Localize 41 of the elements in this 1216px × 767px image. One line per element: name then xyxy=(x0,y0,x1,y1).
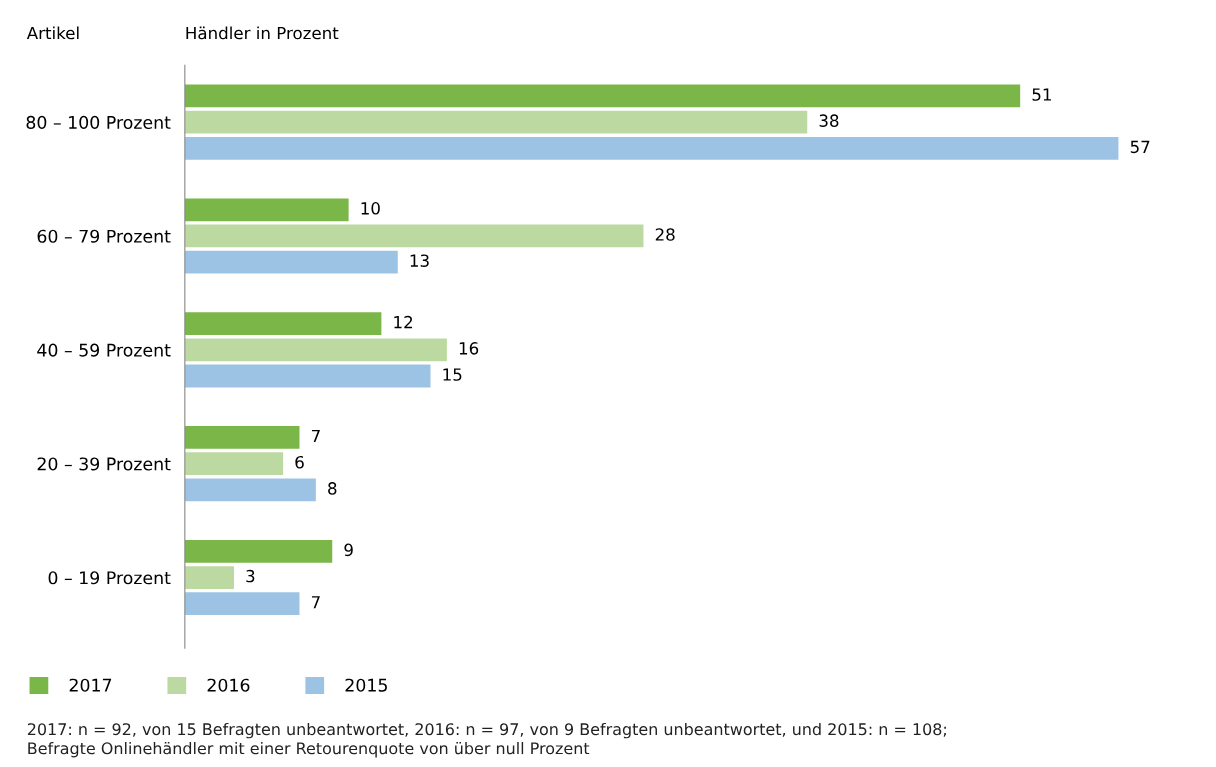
bar xyxy=(184,250,398,274)
bar xyxy=(184,110,808,134)
data-label: 57 xyxy=(1130,140,1150,154)
bar xyxy=(184,84,1021,108)
bar xyxy=(184,539,333,563)
data-label: 10 xyxy=(361,202,380,215)
bar xyxy=(184,364,431,388)
text: 2017: n = 92, von 15 Befragten unbeantwortet, 2016: n = 97, von 9 Befragten unbeantwortet, und 2015: n = 108; Befragte Onlinehändler mit einer Retourenquote von über null Prozent xyxy=(27,722,946,758)
data-label: 9 xyxy=(344,543,353,557)
data-label: 12 xyxy=(394,315,413,329)
bar xyxy=(184,566,234,589)
bar xyxy=(184,592,300,616)
data-label: 51 xyxy=(1032,88,1051,101)
data-label: 6 xyxy=(295,455,304,469)
legend-label: 2017 xyxy=(69,678,112,692)
y-tick-label: 40 – 59 Prozent xyxy=(37,343,171,357)
y-tick-label: 60 – 79 Prozent xyxy=(37,229,171,243)
bar xyxy=(184,338,447,362)
bar xyxy=(184,452,284,476)
data-label: 8 xyxy=(328,482,337,495)
legend-label: 2015 xyxy=(345,678,387,692)
bar xyxy=(184,136,1119,160)
y-tick-label: 0 – 19 Prozent xyxy=(48,571,171,585)
data-label: 7 xyxy=(311,596,320,609)
data-label: 28 xyxy=(655,228,675,241)
data-label: 15 xyxy=(443,368,462,381)
bar xyxy=(184,478,316,502)
data-label: 3 xyxy=(246,569,255,583)
y-tick-label: 80 – 100 Prozent xyxy=(26,115,171,129)
data-label: 16 xyxy=(459,342,479,355)
bar xyxy=(184,312,382,336)
bar xyxy=(184,224,644,248)
legend-label: 2016 xyxy=(207,678,250,692)
data-label: 38 xyxy=(819,114,839,127)
data-label: 7 xyxy=(311,429,320,443)
data-label: 13 xyxy=(410,254,429,267)
bar xyxy=(184,426,300,449)
y-axis-title: Artikel xyxy=(26,26,79,40)
bar xyxy=(184,198,349,222)
y-tick-label: 20 – 39 Prozent xyxy=(37,457,171,471)
x-axis-title: Händler in Prozent xyxy=(186,26,339,40)
